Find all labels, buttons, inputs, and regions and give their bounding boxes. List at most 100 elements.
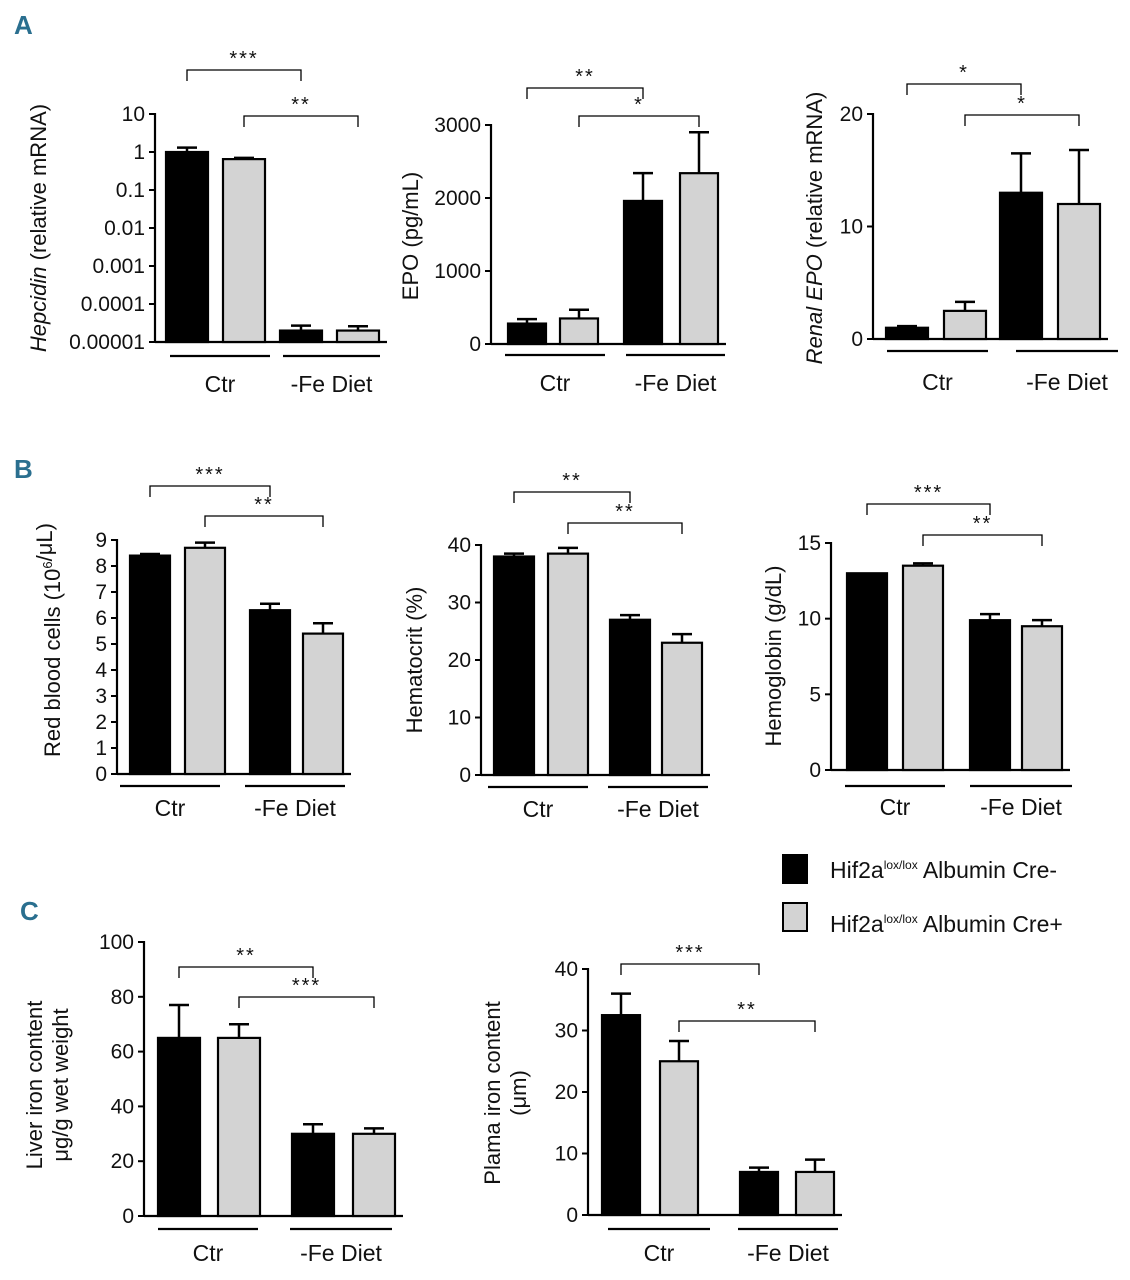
y-tick-label: 7 [95, 581, 107, 604]
significance-label: * [634, 94, 644, 116]
y-tick-label: 100 [99, 931, 134, 954]
significance-bracket [906, 83, 1022, 95]
y-axis-title-line2: μg/g wet weight [48, 1008, 73, 1161]
significance-label: ** [973, 513, 993, 535]
y-tick-label: 2000 [434, 187, 481, 210]
y-tick-label: 0 [459, 764, 471, 787]
panel-label-b: B [14, 454, 33, 484]
bar-cre-plus-fe-diet [335, 329, 381, 344]
group-label: Ctr [155, 795, 186, 821]
y-tick-label: 0 [566, 1204, 578, 1227]
significance-bracket [204, 515, 324, 527]
significance-label: ** [291, 94, 311, 116]
group-label: Ctr [880, 794, 911, 820]
significance-label: ** [737, 999, 757, 1021]
chart-liver-iron: 0 20 40 60 80 100 Liver iron content μg/g wet w… [22, 931, 403, 1266]
y-tick-label: 1000 [434, 260, 481, 283]
group-label: Ctr [205, 371, 236, 397]
y-tick-label: 20 [555, 1081, 578, 1104]
significance-bracket [526, 87, 644, 99]
group-label: -Fe Diet [747, 1240, 829, 1266]
panel-label-a: A [14, 10, 33, 40]
bar-cre-plus-fe-diet [1056, 202, 1102, 341]
y-tick-label: 30 [448, 592, 471, 615]
y-tick-label: 5 [809, 683, 821, 706]
bar-cre-minus-fe-diet [278, 329, 324, 344]
y-tick-label: 0 [469, 333, 481, 356]
y-tick-label: 40 [448, 534, 471, 557]
bar-cre-plus-ctr [221, 158, 267, 344]
bar-cre-minus-fe-diet [968, 619, 1012, 772]
significance-label: *** [229, 48, 258, 70]
group-label: -Fe Diet [980, 794, 1062, 820]
significance-bracket [149, 485, 271, 497]
bar-cre-minus-fe-diet [290, 1132, 336, 1218]
significance-bracket [567, 522, 683, 534]
bar-cre-minus-ctr [156, 1036, 202, 1218]
y-tick-label: 0.1 [116, 179, 145, 202]
group-label: Ctr [922, 369, 953, 395]
significance-label: ** [562, 470, 582, 492]
significance-label: * [1017, 93, 1027, 115]
bar-cre-plus-fe-diet [351, 1132, 397, 1218]
y-axis-title: Hemoglobin (g/dL) [761, 566, 786, 747]
chart-hematocrit: 0 10 20 30 40 Hematocrit (%) ** ** Ctr -Fe Diet [402, 470, 710, 822]
y-tick-label: 1 [95, 737, 107, 760]
group-label: -Fe Diet [617, 796, 699, 822]
legend-item-cre-minus: Hif2alox/lox Albumin Cre- [782, 854, 1057, 884]
bar-cre-plus-ctr [183, 546, 227, 776]
group-label: Ctr [540, 370, 571, 396]
significance-bracket [243, 115, 359, 127]
y-axis-title: Hepcidin (relative mRNA) [26, 104, 51, 352]
significance-bracket [620, 963, 760, 975]
group-label: -Fe Diet [635, 370, 717, 396]
y-tick-label: 20 [111, 1150, 134, 1173]
legend-label-cre-plus: Hif2alox/lox Albumin Cre+ [830, 911, 1063, 937]
y-tick-label: 0.0001 [81, 293, 145, 316]
bar-cre-minus-ctr [164, 150, 210, 344]
group-label: -Fe Diet [300, 1240, 382, 1266]
y-tick-label: 2 [95, 711, 107, 734]
y-axis-title-line2: (μm) [506, 1070, 531, 1116]
y-axis-title: Liver iron content [22, 1001, 47, 1170]
significance-bracket [178, 966, 314, 978]
bar-cre-plus-fe-diet [794, 1170, 836, 1217]
bar-cre-minus-ctr [492, 555, 536, 777]
y-axis-title: EPO (pg/mL) [398, 172, 423, 300]
significance-label: * [959, 62, 969, 84]
significance-bracket [964, 114, 1080, 126]
bar-cre-plus-ctr [901, 564, 945, 772]
significance-label: ** [615, 501, 635, 523]
significance-bracket [238, 996, 375, 1008]
y-tick-label: 0.001 [92, 255, 145, 278]
y-tick-label: 0 [95, 763, 107, 786]
group-label: -Fe Diet [291, 371, 373, 397]
bar-cre-plus-fe-diet [301, 632, 345, 776]
y-tick-label: 0 [809, 759, 821, 782]
significance-bracket [922, 534, 1043, 546]
y-tick-label: 20 [448, 649, 471, 672]
y-axis-title: Red blood cells (106/μL) [32, 523, 65, 757]
bar-cre-minus-fe-diet [998, 191, 1044, 341]
y-tick-label: 10 [840, 216, 863, 239]
significance-bracket [578, 115, 700, 127]
y-tick-label: 15 [798, 532, 821, 555]
bar-cre-plus-ctr [216, 1036, 262, 1218]
bar-cre-minus-fe-diet [738, 1170, 780, 1217]
y-tick-label: 8 [95, 555, 107, 578]
significance-label: *** [675, 942, 704, 964]
bar-cre-plus-ctr [558, 317, 600, 346]
y-tick-label: 0.00001 [69, 331, 145, 354]
bar-cre-minus-ctr [600, 1014, 642, 1217]
y-tick-label: 5 [95, 633, 107, 656]
bar-cre-minus-ctr [128, 554, 172, 776]
significance-label: ** [575, 66, 595, 88]
significance-bracket [678, 1020, 816, 1032]
significance-bracket [866, 503, 991, 515]
y-tick-label: 0.01 [104, 217, 145, 240]
y-tick-label: 3000 [434, 114, 481, 137]
